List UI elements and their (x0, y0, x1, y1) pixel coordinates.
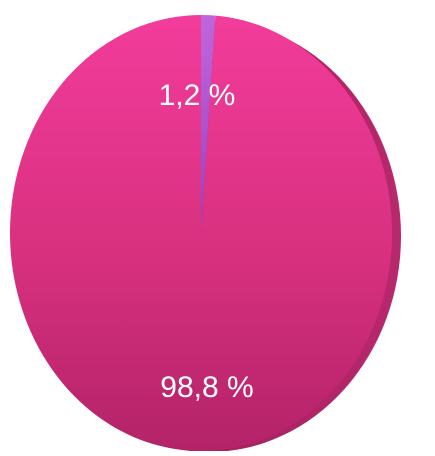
slice-label-large: 98,8 % (160, 371, 253, 404)
pie-slice-0 (201, 15, 216, 233)
pie-labels: 1,2 % 98,8 % (159, 79, 254, 404)
pie-slices (10, 15, 392, 451)
pie-slice-1 (10, 15, 392, 451)
slice-label-small: 1,2 % (159, 79, 236, 112)
